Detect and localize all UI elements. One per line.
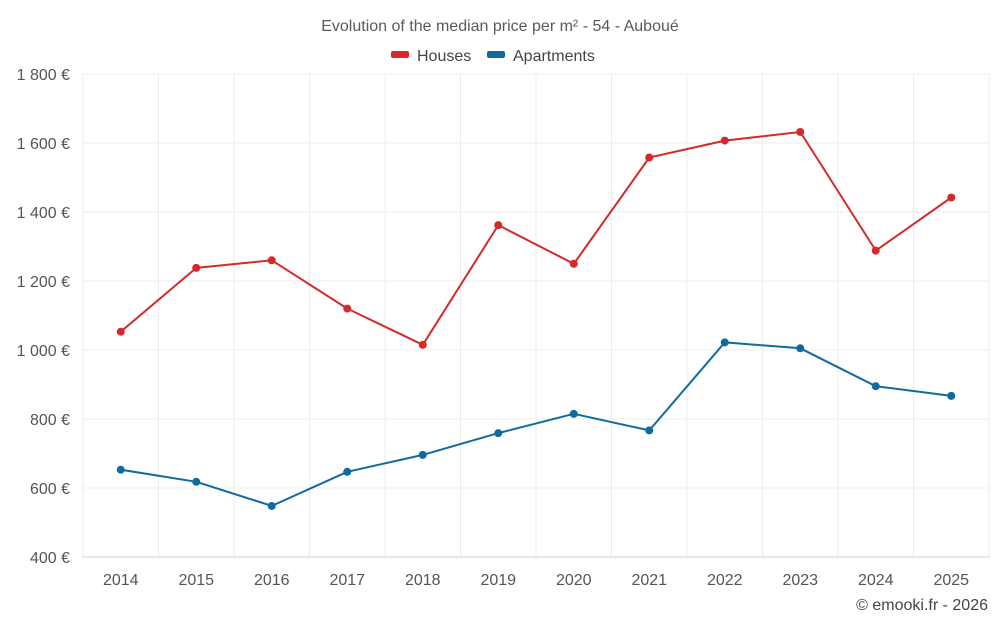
- legend-swatch-apartments: [487, 51, 505, 58]
- point-apartments-2024[interactable]: [871, 382, 880, 391]
- legend-label-houses: Houses: [417, 48, 471, 65]
- point-apartments-2019[interactable]: [494, 429, 503, 438]
- point-houses-2020[interactable]: [569, 259, 578, 268]
- x-tick-label-2021: 2021: [631, 572, 667, 589]
- y-tick-label-600: 600 €: [30, 481, 70, 498]
- point-apartments-2016[interactable]: [267, 501, 276, 510]
- x-tick-label-2015: 2015: [178, 572, 214, 589]
- x-tick-label-2017: 2017: [329, 572, 365, 589]
- legend: Houses Apartments: [391, 48, 595, 65]
- y-tick-label-1800: 1 800 €: [17, 67, 70, 84]
- point-apartments-2017[interactable]: [343, 467, 352, 476]
- point-houses-2015[interactable]: [192, 263, 201, 272]
- point-apartments-2025[interactable]: [947, 391, 956, 400]
- y-tick-label-1200: 1 200 €: [17, 274, 70, 291]
- chart-title: Evolution of the median price per m² - 5…: [321, 18, 679, 35]
- series: [116, 127, 956, 510]
- point-apartments-2020[interactable]: [569, 409, 578, 418]
- point-houses-2021[interactable]: [645, 153, 654, 162]
- legend-item-apartments[interactable]: Apartments: [487, 48, 595, 65]
- x-tick-label-2024: 2024: [858, 572, 894, 589]
- legend-label-apartments: Apartments: [513, 48, 595, 65]
- x-tick-label-2023: 2023: [782, 572, 818, 589]
- x-tick-label-2018: 2018: [405, 572, 441, 589]
- point-houses-2025[interactable]: [947, 193, 956, 202]
- series-houses: [116, 127, 956, 349]
- y-tick-label-400: 400 €: [30, 550, 70, 567]
- point-houses-2018[interactable]: [418, 340, 427, 349]
- y-tick-label-1600: 1 600 €: [17, 136, 70, 153]
- point-houses-2016[interactable]: [267, 256, 276, 265]
- point-houses-2022[interactable]: [720, 136, 729, 145]
- point-apartments-2018[interactable]: [418, 450, 427, 459]
- point-houses-2017[interactable]: [343, 304, 352, 313]
- y-tick-label-800: 800 €: [30, 412, 70, 429]
- x-tick-label-2020: 2020: [556, 572, 592, 589]
- x-tick-label-2014: 2014: [103, 572, 139, 589]
- point-apartments-2014[interactable]: [116, 465, 125, 474]
- point-apartments-2015[interactable]: [192, 477, 201, 486]
- legend-item-houses[interactable]: Houses: [391, 48, 471, 65]
- grid: [82, 73, 990, 558]
- legend-swatch-houses: [391, 51, 409, 58]
- point-houses-2024[interactable]: [871, 246, 880, 255]
- point-houses-2014[interactable]: [116, 327, 125, 336]
- y-tick-label-1000: 1 000 €: [17, 343, 70, 360]
- series-apartments: [116, 338, 956, 510]
- point-apartments-2023[interactable]: [796, 344, 805, 353]
- x-tick-label-2022: 2022: [707, 572, 743, 589]
- series-line-houses: [120, 131, 952, 346]
- point-apartments-2021[interactable]: [645, 426, 654, 435]
- credit-text: © emooki.fr - 2026: [856, 597, 988, 614]
- point-apartments-2022[interactable]: [720, 338, 729, 347]
- x-tick-label-2016: 2016: [254, 572, 290, 589]
- x-tick-label-2025: 2025: [933, 572, 969, 589]
- axes: 400 € 600 € 800 € 1 000 € 1 200 € 1 400 € 1 60…: [17, 67, 989, 589]
- series-line-apartments: [120, 341, 952, 507]
- x-tick-label-2019: 2019: [480, 572, 516, 589]
- point-houses-2023[interactable]: [796, 127, 805, 136]
- point-houses-2019[interactable]: [494, 221, 503, 230]
- y-tick-label-1400: 1 400 €: [17, 205, 70, 222]
